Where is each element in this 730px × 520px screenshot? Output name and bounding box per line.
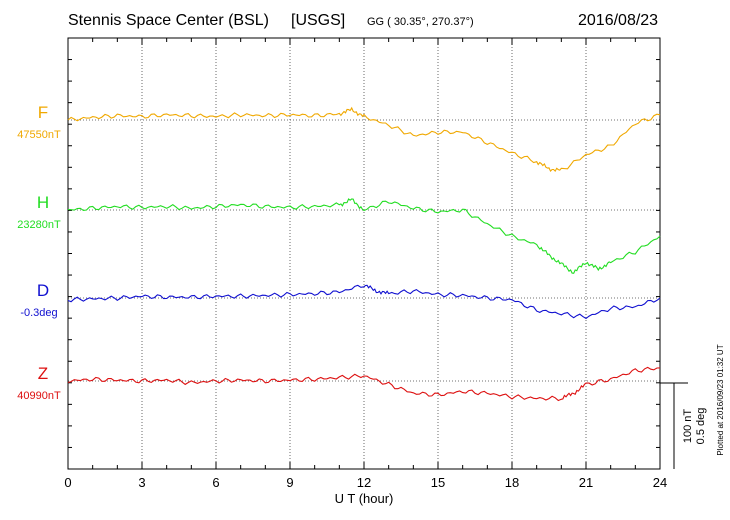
x-tick-label: 6 <box>212 475 219 490</box>
x-tick-label: 0 <box>64 475 71 490</box>
series-baseline-f: 47550nT <box>17 129 61 141</box>
series-name-f: F <box>38 103 48 122</box>
series-name-h: H <box>37 193 49 212</box>
network-label: [USGS] <box>291 12 346 29</box>
x-tick-label: 15 <box>431 475 445 490</box>
x-axis-title: U T (hour) <box>335 491 394 506</box>
series-baseline-h: 23280nT <box>17 219 61 231</box>
x-tick-label: 12 <box>357 475 371 490</box>
x-tick-label: 9 <box>286 475 293 490</box>
x-tick-label: 21 <box>579 475 593 490</box>
scale-bar-label-nt: 100 nT <box>682 409 694 444</box>
series-line-d <box>67 284 661 320</box>
x-tick-label: 3 <box>138 475 145 490</box>
series-name-d: D <box>37 281 49 300</box>
x-tick-label: 18 <box>505 475 519 490</box>
series-line-f <box>67 106 661 173</box>
plotted-timestamp: Plotted at 2016/09/23 01:32 UT <box>716 344 725 455</box>
date-label: 2016/08/23 <box>578 12 659 29</box>
station-title: Stennis Space Center (BSL) <box>68 12 269 29</box>
series-line-h <box>67 198 661 274</box>
series-name-z: Z <box>38 364 48 383</box>
scale-bar-label-deg: 0.5 deg <box>695 408 707 445</box>
series-baseline-d: -0.3deg <box>20 307 57 319</box>
coordinates-label: GG ( 30.35°, 270.37°) <box>367 16 474 28</box>
series-line-z <box>67 366 661 402</box>
x-tick-label: 24 <box>653 475 667 490</box>
series-baseline-z: 40990nT <box>17 390 61 402</box>
